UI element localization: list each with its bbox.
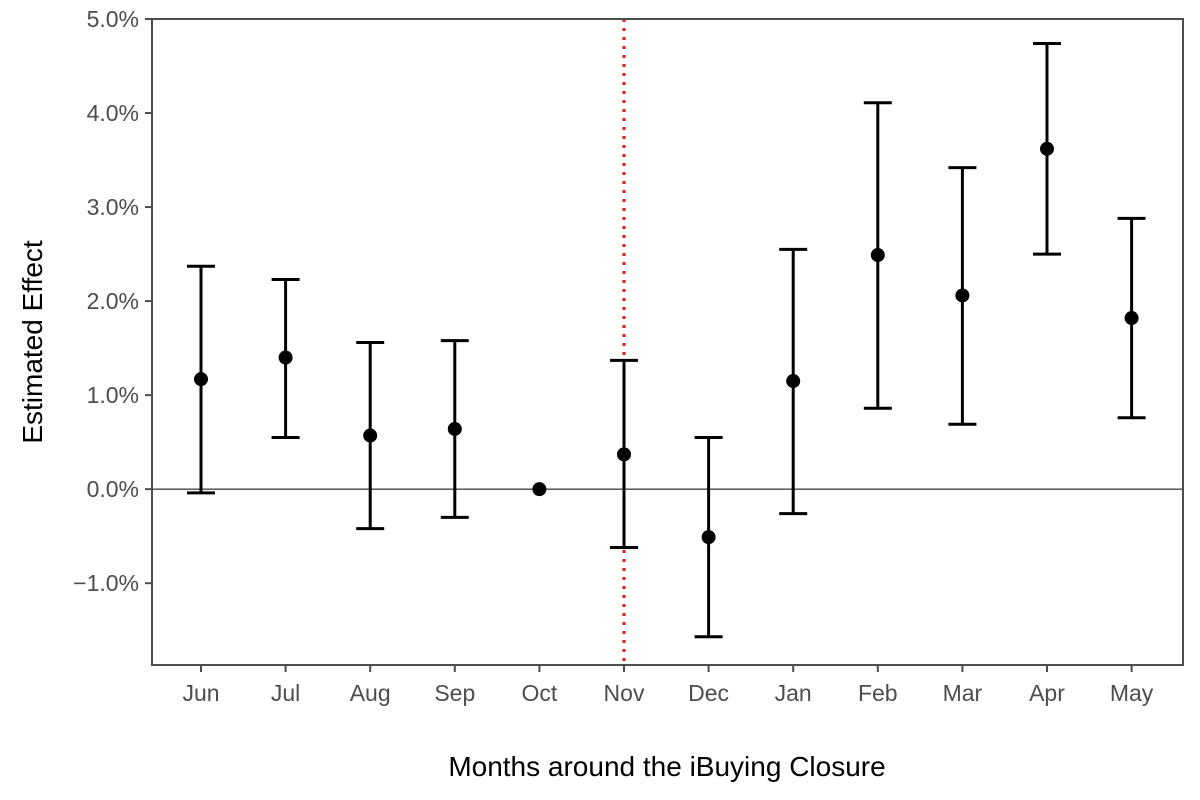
- plot-area: [151, 18, 1184, 666]
- x-tick-label: Jan: [775, 680, 812, 706]
- y-tick-label: 3.0%: [87, 194, 139, 220]
- data-point: [447, 421, 462, 436]
- data-point: [955, 288, 970, 303]
- plot-frame: [151, 18, 1184, 666]
- data-point: [1040, 141, 1054, 156]
- x-tick-label: Jul: [271, 680, 300, 706]
- y-axis: −1.0% 0.0% 1.0% 2.0% 3.0% 4.0% 5.0%: [73, 6, 152, 596]
- data-point: [701, 530, 716, 545]
- x-tick-label: Sep: [434, 680, 475, 706]
- y-axis-title: Estimated Effect: [17, 240, 48, 444]
- y-tick-label: 2.0%: [87, 288, 139, 314]
- x-tick-label: Apr: [1029, 680, 1065, 706]
- x-tick-label: Mar: [943, 680, 983, 706]
- data-point: [1124, 311, 1139, 326]
- data-point: [194, 372, 208, 387]
- x-tick-label: Jun: [182, 680, 219, 706]
- y-tick-label: 4.0%: [87, 100, 139, 126]
- data-point: [278, 350, 293, 365]
- x-tick-label: Oct: [522, 680, 558, 706]
- data-point: [870, 248, 885, 263]
- y-tick-label: −1.0%: [73, 570, 139, 596]
- y-tick-label: 1.0%: [87, 382, 139, 408]
- data-point: [617, 447, 631, 462]
- data-point: [363, 428, 378, 443]
- y-tick-label: 0.0%: [87, 476, 139, 502]
- data-point: [532, 482, 547, 497]
- x-tick-label: Feb: [858, 680, 898, 706]
- x-tick-label: May: [1110, 680, 1154, 706]
- x-tick-label: Nov: [604, 680, 645, 706]
- x-tick-label: Dec: [688, 680, 729, 706]
- data-point: [786, 374, 801, 389]
- y-tick-label: 5.0%: [87, 6, 139, 32]
- x-axis-title: Months around the iBuying Closure: [448, 751, 885, 782]
- x-tick-label: Aug: [350, 680, 391, 706]
- x-axis: Jun Jul Aug Sep Oct Nov Dec Jan Feb Mar Apr May: [182, 665, 1154, 706]
